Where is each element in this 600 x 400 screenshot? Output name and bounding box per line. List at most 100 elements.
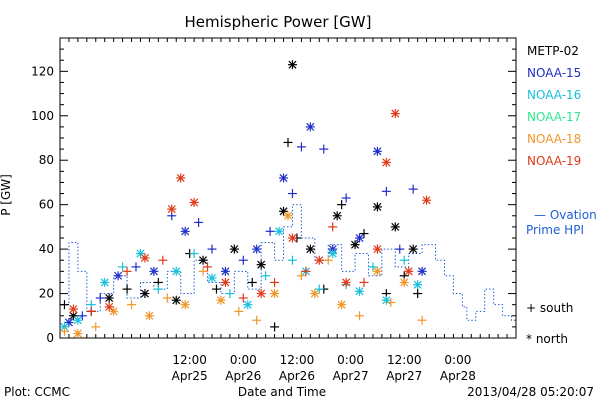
star-mark-d2 (373, 147, 382, 156)
star-mark-d2 (172, 267, 181, 276)
data-point (372, 146, 382, 156)
y-tick-label: 80 (39, 153, 54, 167)
y-tick-label: 100 (31, 109, 54, 123)
data-point (270, 277, 280, 287)
data-point (328, 222, 338, 232)
data-point (68, 304, 78, 314)
data-point (180, 300, 190, 310)
data-point (270, 289, 280, 299)
data-point (408, 244, 418, 254)
data-point (296, 271, 306, 281)
star-mark-d2 (105, 302, 114, 311)
data-point (162, 293, 172, 303)
x-tick-label-time: 0:00 (337, 353, 364, 367)
data-point (287, 60, 297, 70)
data-point (104, 293, 114, 303)
data-point (167, 204, 177, 214)
data-point (314, 284, 324, 294)
data-point (59, 326, 69, 336)
star-mark-d2 (279, 207, 288, 216)
star-mark-d2 (140, 253, 149, 263)
legend-entry-noaa-17: NOAA-17 (527, 110, 581, 124)
star-mark-d2 (422, 196, 431, 205)
data-point (91, 322, 101, 332)
data-point (283, 211, 293, 221)
data-point (198, 266, 208, 276)
star-mark-d2 (275, 227, 284, 236)
star-mark-d2 (391, 222, 400, 231)
data-point (189, 249, 199, 259)
plot-credit: Plot: CCMC (4, 385, 70, 399)
y-tick-label: 40 (39, 242, 54, 256)
star-mark-d2 (355, 233, 364, 243)
data-point (207, 273, 217, 283)
data-point (104, 302, 114, 312)
data-point (220, 266, 230, 276)
data-point (386, 297, 396, 307)
star-mark-d2 (140, 289, 149, 298)
star-mark-d2 (114, 271, 123, 280)
data-point (234, 306, 244, 316)
legend-north: * north (526, 332, 568, 346)
star-mark-d2 (176, 173, 185, 183)
data-point (337, 300, 347, 310)
star-mark-d2 (328, 249, 337, 258)
data-point (381, 295, 391, 305)
data-point (381, 157, 391, 167)
data-point (390, 109, 400, 119)
data-point (404, 266, 414, 276)
star-mark-d2 (230, 245, 239, 254)
star-mark-d2 (373, 245, 382, 254)
data-point (118, 262, 128, 272)
star-mark-d2 (382, 296, 391, 305)
data-point (274, 226, 284, 236)
chart-title: Hemispheric Power [GW] (185, 13, 372, 31)
plot-border (59, 37, 517, 339)
data-point (73, 315, 83, 325)
y-tick-label: 120 (31, 64, 54, 78)
star-mark-d2 (199, 256, 208, 265)
data-point (368, 262, 378, 272)
data-point (122, 266, 132, 276)
data-point (95, 293, 105, 303)
data-point (211, 284, 221, 294)
legend-entry-noaa-15: NOAA-15 (527, 66, 581, 80)
star-mark-d2 (167, 205, 176, 214)
star-mark-d2 (373, 267, 382, 276)
data-point (287, 189, 297, 199)
star-mark-d2 (279, 173, 288, 183)
data-point (287, 233, 297, 243)
data-point (372, 244, 382, 254)
star-mark-d2 (100, 278, 109, 287)
data-point (247, 277, 257, 287)
data-point (296, 142, 306, 152)
data-point (301, 266, 311, 276)
data-point (171, 266, 181, 276)
x-axis: 12:00 Apr25 0:00 Apr26 12:00 Apr26 0:00 Apr27 12… (59, 38, 517, 383)
x-axis-label: Date and Time (238, 385, 326, 399)
data-point (287, 255, 297, 265)
data-point (372, 266, 382, 276)
star-mark-d2 (333, 211, 342, 220)
x-tick-label-date: Apr27 (386, 369, 422, 383)
data-point (144, 311, 154, 321)
star-mark-d2 (257, 260, 266, 269)
data-point (408, 184, 418, 194)
data-point (256, 260, 266, 270)
star-mark-d2 (270, 289, 279, 298)
data-point (238, 293, 248, 303)
star-mark-d2 (207, 273, 217, 283)
data-point (131, 262, 141, 272)
ovation-hpi-path (60, 204, 516, 321)
legend-ovation-line2: Prime HPI (526, 223, 584, 237)
data-point (341, 277, 351, 287)
data-point (153, 284, 163, 294)
timestamp: 2013/04/28 05:20:07 (467, 385, 594, 399)
data-point (100, 277, 110, 287)
data-point (355, 286, 365, 296)
star-mark-d2 (342, 278, 351, 287)
y-axis: 0 20 40 60 80 100 120 (31, 48, 516, 345)
data-point (350, 240, 360, 250)
data-point (355, 311, 365, 321)
data-point (171, 295, 181, 305)
